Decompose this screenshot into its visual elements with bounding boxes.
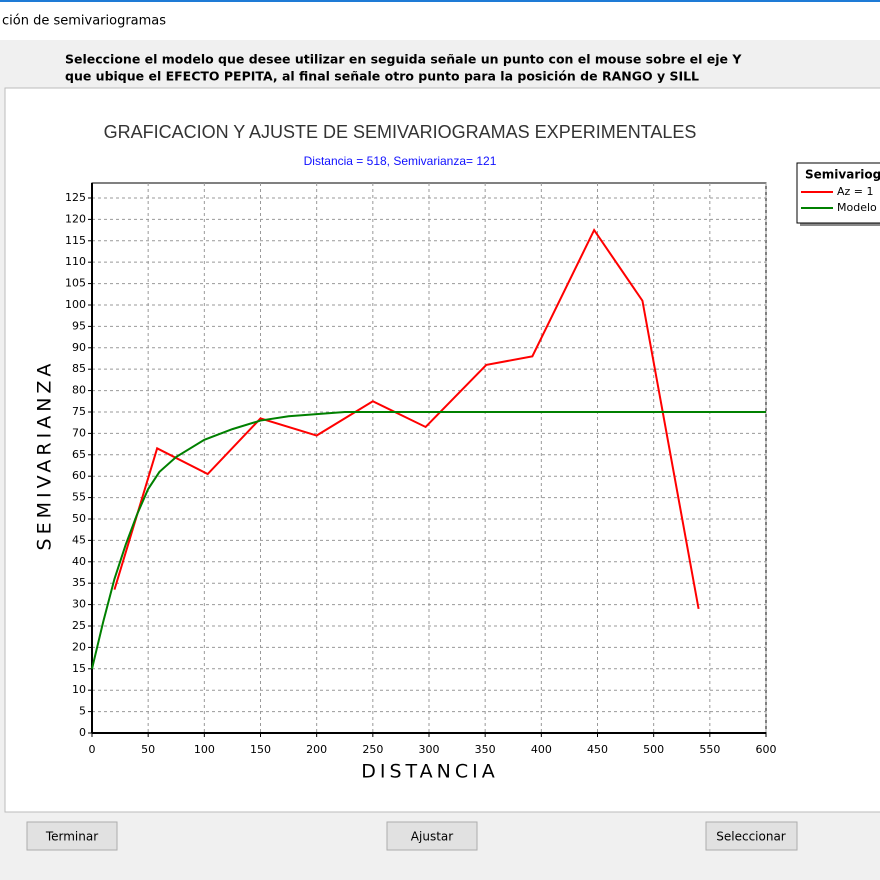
y-tick-label: 65 xyxy=(72,448,86,461)
y-axis-label: SEMIVARIANZA xyxy=(34,360,56,551)
y-tick-label: 25 xyxy=(72,619,86,632)
y-tick-label: 125 xyxy=(65,191,86,204)
y-tick-label: 105 xyxy=(65,277,86,290)
button[interactable] xyxy=(26,821,118,851)
x-tick-label: 100 xyxy=(194,743,215,756)
button[interactable] xyxy=(386,821,478,851)
x-tick-label: 500 xyxy=(643,743,664,756)
x-tick-label: 150 xyxy=(250,743,271,756)
x-tick-label: 450 xyxy=(587,743,608,756)
y-tick-label: 10 xyxy=(72,683,86,696)
x-tick-label: 0 xyxy=(89,743,96,756)
series-line xyxy=(113,228,700,610)
x-tick-label: 50 xyxy=(141,743,155,756)
legend-title: Semivariog xyxy=(805,168,880,182)
y-tick-label: 5 xyxy=(79,705,86,718)
x-tick-label: 600 xyxy=(756,743,777,756)
button[interactable] xyxy=(705,821,798,851)
x-axis-label: DISTANCIA xyxy=(361,761,499,783)
button-label[interactable]: Ajustar xyxy=(411,830,453,844)
y-tick-label: 0 xyxy=(79,726,86,739)
y-tick-label: 95 xyxy=(72,319,86,332)
y-tick-label: 20 xyxy=(72,640,86,653)
button-label[interactable]: Seleccionar xyxy=(716,830,786,844)
y-tick-label: 70 xyxy=(72,426,86,439)
y-tick-label: 80 xyxy=(72,384,86,397)
x-tick-label: 400 xyxy=(531,743,552,756)
legend-label: Az = 1 xyxy=(837,185,874,198)
series-line xyxy=(91,410,766,670)
title-bar xyxy=(0,0,880,40)
y-tick-label: 15 xyxy=(72,662,86,675)
y-tick-label: 45 xyxy=(72,533,86,546)
y-tick-label: 115 xyxy=(65,234,86,247)
chart-title: GRAFICACION Y AJUSTE DE SEMIVARIOGRAMAS … xyxy=(104,122,697,142)
y-tick-label: 120 xyxy=(65,212,86,225)
button-label[interactable]: Terminar xyxy=(45,830,98,844)
legend-label: Modelo xyxy=(837,201,877,214)
y-tick-label: 60 xyxy=(72,469,86,482)
instruction: Seleccione el modelo que desee utilizar … xyxy=(65,52,742,67)
x-tick-label: 200 xyxy=(306,743,327,756)
y-tick-label: 110 xyxy=(65,255,86,268)
y-tick-label: 35 xyxy=(72,576,86,589)
instruction: que ubique el EFECTO PEPITA, al final se… xyxy=(65,69,699,84)
plot-area xyxy=(91,182,767,734)
y-tick-label: 90 xyxy=(72,341,86,354)
x-tick-label: 250 xyxy=(362,743,383,756)
y-tick-label: 50 xyxy=(72,512,86,525)
x-tick-label: 550 xyxy=(699,743,720,756)
y-tick-label: 100 xyxy=(65,298,86,311)
chart-subtitle: Distancia = 518, Semivarianza= 121 xyxy=(304,154,497,168)
x-tick-label: 300 xyxy=(419,743,440,756)
y-tick-label: 40 xyxy=(72,555,86,568)
x-tick-label: 350 xyxy=(475,743,496,756)
y-tick-label: 85 xyxy=(72,362,86,375)
window-title: ción de semivariogramas xyxy=(2,14,166,29)
y-tick-label: 75 xyxy=(72,405,86,418)
y-tick-label: 55 xyxy=(72,491,86,504)
y-tick-label: 30 xyxy=(72,598,86,611)
